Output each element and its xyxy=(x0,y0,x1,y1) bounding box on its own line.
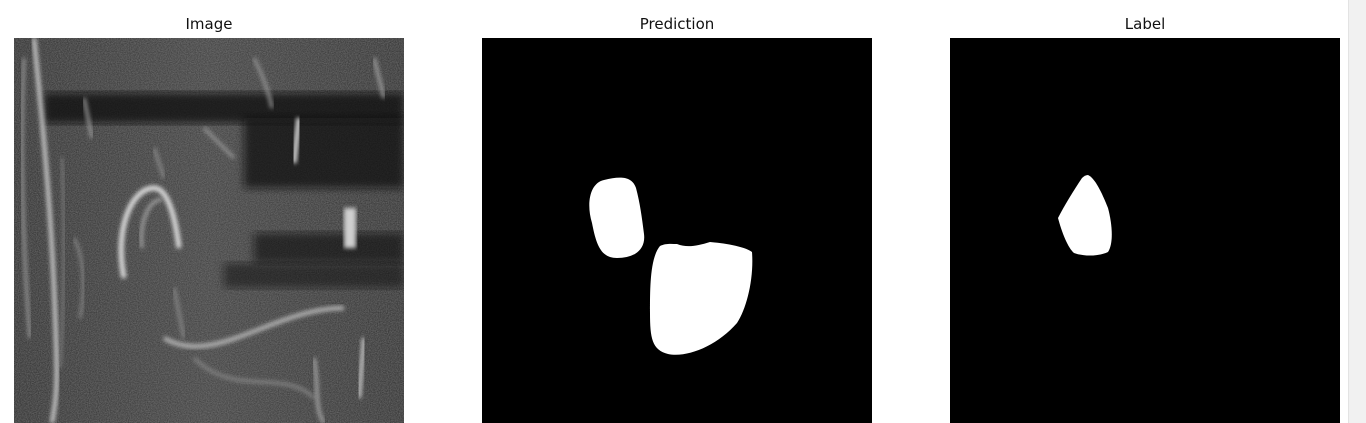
label-mask xyxy=(950,38,1340,423)
panel-title-prediction: Prediction xyxy=(639,15,715,33)
prediction-blob-2 xyxy=(650,242,753,355)
panel-label xyxy=(950,38,1340,423)
prediction-mask xyxy=(482,38,872,423)
panel-image xyxy=(14,38,404,423)
vertical-scrollbar[interactable] xyxy=(1348,0,1366,423)
panel-title-image: Image xyxy=(185,15,233,33)
panel-title-label: Label xyxy=(1124,15,1166,33)
label-blob xyxy=(1058,175,1112,256)
panel-prediction xyxy=(482,38,872,423)
prediction-blob-1 xyxy=(589,177,645,258)
ultrasound-image xyxy=(14,38,404,423)
